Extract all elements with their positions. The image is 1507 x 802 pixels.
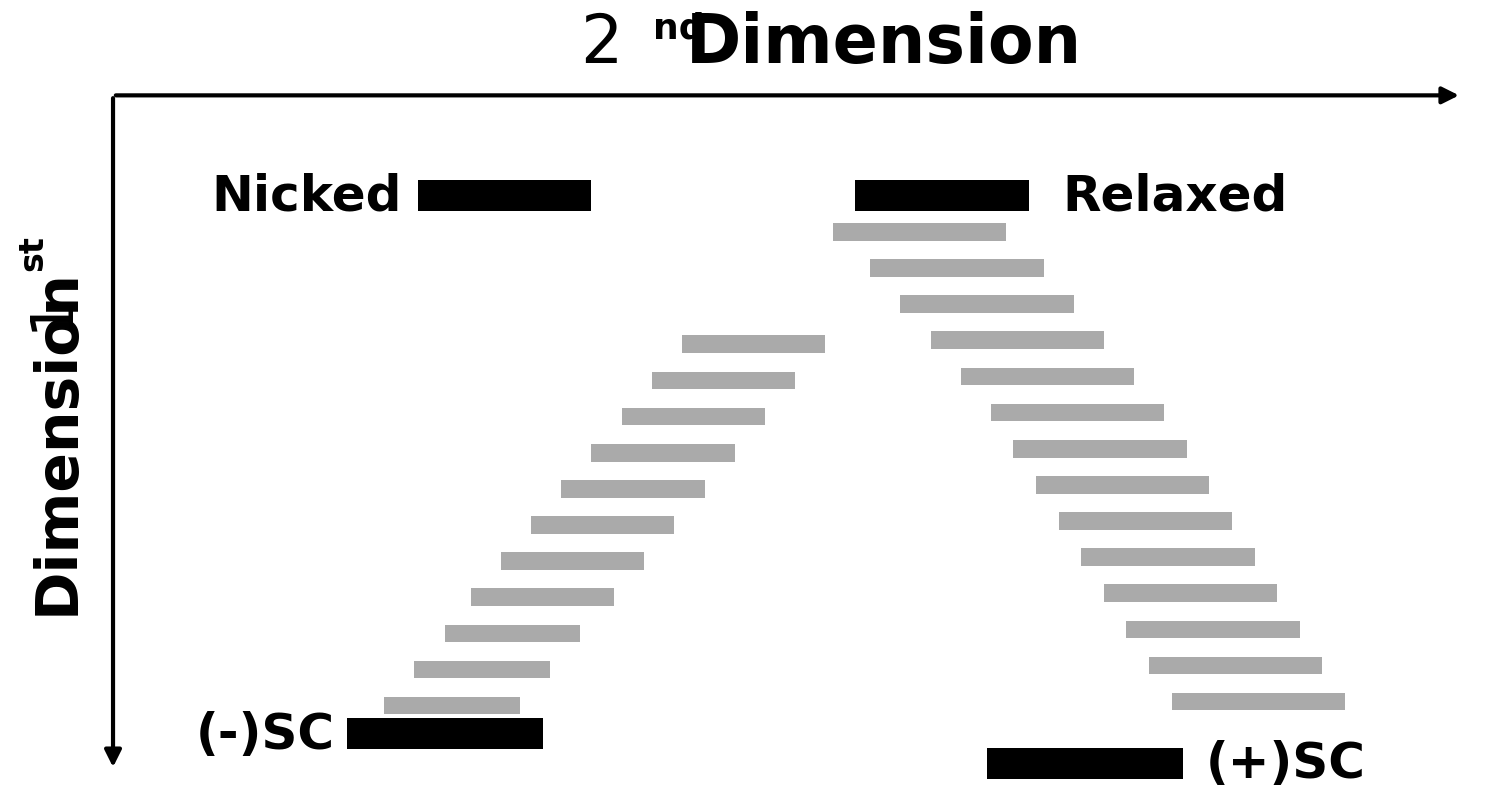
- Text: Relaxed: Relaxed: [1062, 172, 1288, 221]
- FancyBboxPatch shape: [500, 553, 645, 570]
- FancyBboxPatch shape: [987, 748, 1183, 779]
- FancyBboxPatch shape: [532, 516, 675, 534]
- Text: (+)SC: (+)SC: [1206, 739, 1365, 788]
- FancyBboxPatch shape: [901, 296, 1073, 314]
- FancyBboxPatch shape: [414, 661, 550, 678]
- FancyBboxPatch shape: [992, 404, 1163, 422]
- FancyBboxPatch shape: [681, 336, 826, 354]
- Text: Dimension: Dimension: [686, 11, 1082, 77]
- FancyBboxPatch shape: [832, 224, 1007, 241]
- FancyBboxPatch shape: [384, 697, 520, 715]
- FancyBboxPatch shape: [871, 260, 1043, 277]
- Text: $2$: $2$: [580, 11, 618, 77]
- FancyBboxPatch shape: [591, 444, 735, 462]
- FancyBboxPatch shape: [561, 480, 705, 498]
- FancyBboxPatch shape: [1103, 585, 1278, 602]
- FancyBboxPatch shape: [470, 589, 615, 606]
- FancyBboxPatch shape: [856, 181, 1028, 212]
- FancyBboxPatch shape: [1127, 621, 1299, 638]
- Text: nd: nd: [653, 11, 704, 45]
- Text: Dimension: Dimension: [29, 268, 86, 614]
- FancyBboxPatch shape: [931, 332, 1103, 350]
- FancyBboxPatch shape: [1013, 440, 1188, 458]
- FancyBboxPatch shape: [419, 181, 591, 212]
- Text: st: st: [17, 235, 50, 270]
- FancyBboxPatch shape: [1172, 693, 1344, 711]
- FancyBboxPatch shape: [1058, 512, 1233, 530]
- FancyBboxPatch shape: [651, 372, 796, 390]
- FancyBboxPatch shape: [1037, 476, 1209, 494]
- Text: (-)SC: (-)SC: [196, 710, 335, 758]
- FancyBboxPatch shape: [622, 408, 766, 426]
- Text: Nicked: Nicked: [211, 172, 401, 221]
- FancyBboxPatch shape: [445, 625, 580, 642]
- FancyBboxPatch shape: [1148, 657, 1323, 674]
- Text: $1$: $1$: [29, 304, 86, 338]
- FancyBboxPatch shape: [1082, 549, 1254, 566]
- FancyBboxPatch shape: [961, 368, 1133, 386]
- FancyBboxPatch shape: [347, 719, 543, 749]
